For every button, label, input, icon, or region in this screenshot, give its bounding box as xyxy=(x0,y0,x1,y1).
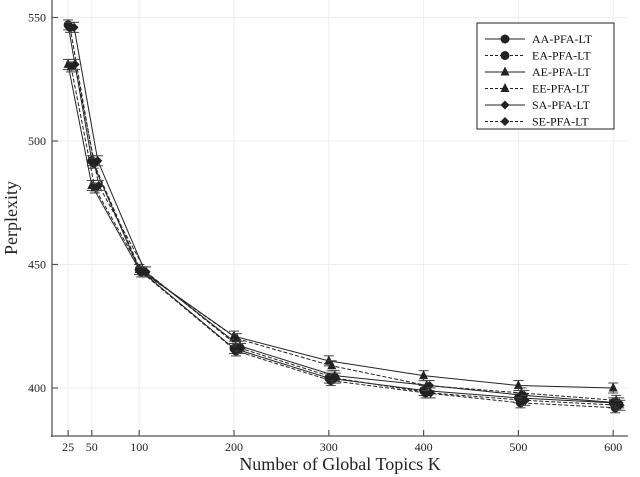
triangle-marker-icon xyxy=(419,370,429,380)
x-tick-label: 300 xyxy=(320,440,338,454)
x-tick-label: 200 xyxy=(225,440,243,454)
series-line xyxy=(67,24,614,404)
x-tick-label: 25 xyxy=(62,440,74,454)
legend-box xyxy=(476,22,615,130)
legend-label: SA-PFA-LT xyxy=(532,98,591,112)
series-line xyxy=(69,27,616,409)
axes xyxy=(51,0,628,437)
triangle-marker-icon xyxy=(500,83,510,92)
triangle-marker-icon xyxy=(500,66,510,76)
series-line xyxy=(70,66,617,401)
series-group xyxy=(63,19,626,414)
legend-label: EE-PFA-LT xyxy=(532,82,590,96)
circle-marker-icon xyxy=(500,34,510,44)
diamond-marker-icon xyxy=(500,100,510,110)
diamond-marker-icon xyxy=(70,59,80,69)
series-line xyxy=(67,64,614,389)
legend: AA-PFA-LT EA-PFA-LT AE-PFA-LT EE-PFA-LT SA-P… xyxy=(476,22,615,130)
legend-label: AE-PFA-LT xyxy=(532,65,591,79)
diamond-marker-icon xyxy=(426,388,436,398)
series-line xyxy=(74,64,621,406)
x-tick-label: 100 xyxy=(130,440,148,454)
circle-marker-icon xyxy=(500,51,510,60)
series-se-pfa-lt xyxy=(70,58,626,411)
triangle-marker-icon xyxy=(90,182,100,192)
triangle-marker-icon xyxy=(327,360,337,370)
series-line xyxy=(73,27,620,404)
diamond-marker-icon xyxy=(141,267,151,277)
x-tick-label: 400 xyxy=(415,440,433,454)
diamond-marker-icon xyxy=(615,400,625,410)
y-tick-label: 500 xyxy=(28,134,46,148)
triangle-marker-icon xyxy=(513,380,523,390)
x-tick-label: 600 xyxy=(604,440,622,454)
y-axis-label: Perplexity xyxy=(1,181,21,255)
diamond-marker-icon xyxy=(236,343,246,353)
triangle-marker-icon xyxy=(232,333,242,343)
triangle-marker-icon xyxy=(608,382,618,392)
legend-label: AA-PFA-LT xyxy=(532,32,593,46)
y-tick-label: 450 xyxy=(28,258,46,272)
x-tick-label: 500 xyxy=(509,440,527,454)
diamond-marker-icon xyxy=(94,180,104,190)
diamond-marker-icon xyxy=(331,373,341,383)
y-tick-label: 400 xyxy=(28,381,46,395)
legend-label: SE-PFA-LT xyxy=(532,115,589,129)
x-tick-label: 50 xyxy=(86,440,98,454)
diamond-marker-icon xyxy=(500,117,510,126)
triangle-marker-icon xyxy=(66,61,76,71)
diamond-marker-icon xyxy=(93,156,103,166)
diamond-marker-icon xyxy=(69,22,79,32)
ticks: 25 50 100 200 300 400 500 600 400 450 500 550 xyxy=(28,11,622,455)
grid-lines xyxy=(52,0,628,436)
x-axis-label: Number of Global Topics K xyxy=(239,454,440,474)
diamond-marker-icon xyxy=(520,395,530,405)
legend-label: EA-PFA-LT xyxy=(532,49,591,63)
y-tick-label: 550 xyxy=(28,11,46,25)
